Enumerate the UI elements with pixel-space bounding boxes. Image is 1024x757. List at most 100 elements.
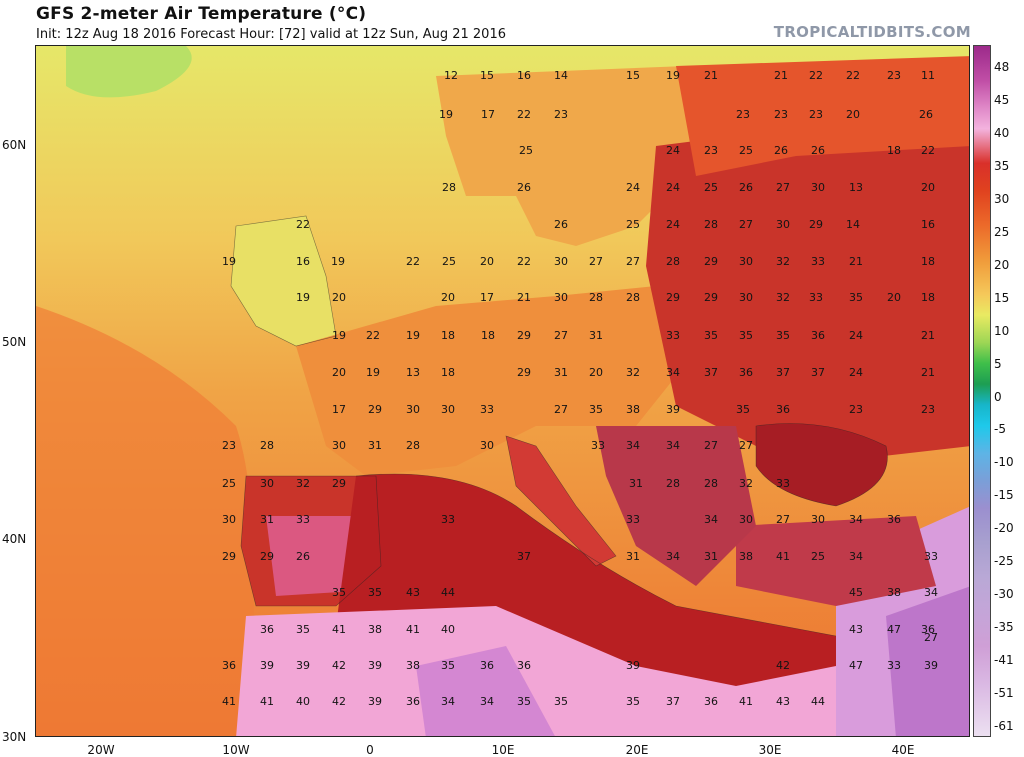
temperature-value: 26 [919, 108, 933, 121]
temperature-value: 35 [296, 623, 310, 636]
temperature-value: 35 [704, 329, 718, 342]
temperature-value: 21 [774, 69, 788, 82]
temperature-value: 25 [739, 144, 753, 157]
temperature-value: 34 [480, 695, 494, 708]
black-sea [756, 423, 888, 506]
temperature-value: 40 [441, 623, 455, 636]
temperature-value: 17 [519, 46, 533, 48]
temperature-value: 36 [887, 513, 901, 526]
temperature-value: 33 [626, 513, 640, 526]
temperature-value: 32 [626, 366, 640, 379]
temperature-value: 39 [260, 659, 274, 672]
temperature-value: 18 [921, 255, 935, 268]
temperature-value: 36 [704, 695, 718, 708]
temperature-value: 34 [441, 695, 455, 708]
temperature-value: 24 [666, 144, 680, 157]
temperature-value: 19 [222, 255, 236, 268]
temperature-value: 33 [776, 477, 790, 490]
temperature-value: 25 [222, 477, 236, 490]
colorbar-tick-label: 15 [994, 290, 1010, 305]
temperature-value: 36 [921, 623, 935, 636]
temperature-value: 15 [626, 69, 640, 82]
temperature-value: 28 [260, 439, 274, 452]
temperature-value: 20 [332, 291, 346, 304]
longitude-label: 20W [87, 743, 115, 757]
colorbar-tick-label: -25 [994, 554, 1014, 569]
temperature-value: 19 [296, 291, 310, 304]
temperature-value: 31 [629, 477, 643, 490]
temperature-value: 37 [517, 550, 531, 563]
temperature-value: 24 [666, 218, 680, 231]
temperature-value: 30 [554, 291, 568, 304]
temperature-value: 27 [776, 513, 790, 526]
temperature-value: 25 [626, 218, 640, 231]
temperature-colorbar [973, 45, 991, 737]
temperature-value: 30 [776, 218, 790, 231]
temperature-value: 40 [296, 695, 310, 708]
latitude-label: 50N [2, 335, 27, 349]
temperature-value: 28 [442, 181, 456, 194]
temperature-value: 20 [441, 291, 455, 304]
colorbar-tick-label: -10 [994, 455, 1014, 470]
longitude-label: 20E [625, 743, 649, 757]
temperature-value: 26 [517, 181, 531, 194]
temperature-value: 43 [776, 695, 790, 708]
anatolia [736, 516, 936, 606]
temperature-value: 38 [739, 550, 753, 563]
northwest-atlantic-warm-band [36, 306, 254, 736]
temperature-value: 29 [260, 550, 274, 563]
temperature-value: 22 [366, 329, 380, 342]
temperature-value: 31 [704, 550, 718, 563]
temperature-value: 28 [704, 218, 718, 231]
temperature-value: 41 [776, 550, 790, 563]
colorbar-tick-label: 40 [994, 125, 1010, 140]
temperature-value: 22 [921, 144, 935, 157]
temperature-value: 38 [626, 403, 640, 416]
temperature-value: 47 [849, 659, 863, 672]
temperature-value: 35 [776, 329, 790, 342]
temperature-value: 33 [441, 513, 455, 526]
temperature-value: 31 [554, 366, 568, 379]
colorbar-tick-label: 20 [994, 257, 1010, 272]
temperature-value: 39 [296, 659, 310, 672]
temperature-value: 22 [517, 255, 531, 268]
balkans [596, 426, 756, 586]
temperature-value: 16 [921, 218, 935, 231]
temperature-value: 26 [296, 550, 310, 563]
temperature-value: 26 [554, 218, 568, 231]
temperature-value: 28 [589, 291, 603, 304]
temperature-value: 34 [849, 513, 863, 526]
colorbar-tick-label: 0 [994, 389, 1002, 404]
temperature-value: 35 [554, 695, 568, 708]
temperature-value: 41 [260, 695, 274, 708]
eastern-europe-land [646, 106, 969, 466]
temperature-value: 29 [517, 366, 531, 379]
temperature-value: 27 [704, 439, 718, 452]
temperature-value: 41 [332, 623, 346, 636]
colorbar-tick-label: -30 [994, 587, 1014, 602]
temperature-value: 18 [774, 46, 788, 48]
colorbar-tick-label: 25 [994, 224, 1010, 239]
temperature-value: 27 [626, 255, 640, 268]
temperature-value: 30 [260, 477, 274, 490]
temperature-value: 21 [844, 46, 858, 48]
temperature-value: 39 [924, 659, 938, 672]
temperature-value: 45 [849, 586, 863, 599]
temperature-value: 22 [517, 108, 531, 121]
temperature-value: 29 [222, 550, 236, 563]
greenland-iceland-cool-patch [66, 46, 192, 98]
temperature-value: 36 [776, 403, 790, 416]
temperature-value: 31 [626, 550, 640, 563]
temperature-value: 16 [704, 46, 718, 48]
temperature-value: 20 [921, 181, 935, 194]
temperature-value: 29 [368, 403, 382, 416]
temperature-value: 36 [222, 659, 236, 672]
temperature-value: 33 [480, 403, 494, 416]
temperature-value: 39 [368, 659, 382, 672]
temperature-value: 16 [517, 69, 531, 82]
northeast-cooler [676, 56, 969, 176]
temperature-value: 23 [554, 108, 568, 121]
temperature-value: 41 [739, 695, 753, 708]
colorbar-tick-label: -61 [994, 719, 1014, 733]
temperature-value: 14 [846, 218, 860, 231]
